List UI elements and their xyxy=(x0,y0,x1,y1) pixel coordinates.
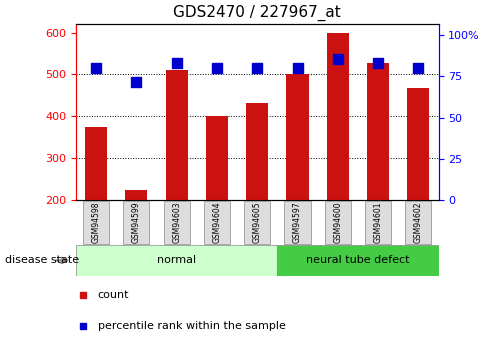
Point xyxy=(294,66,301,71)
FancyBboxPatch shape xyxy=(83,201,109,244)
Point xyxy=(253,66,261,71)
FancyBboxPatch shape xyxy=(204,201,230,244)
Text: GSM94599: GSM94599 xyxy=(132,202,141,243)
Bar xyxy=(206,116,228,200)
Bar xyxy=(287,73,309,200)
FancyBboxPatch shape xyxy=(284,201,311,244)
Point xyxy=(132,79,140,85)
Point xyxy=(415,66,422,71)
Point xyxy=(173,60,181,66)
Bar xyxy=(85,127,107,200)
Point xyxy=(92,66,100,71)
Text: GSM94602: GSM94602 xyxy=(414,202,423,243)
Text: GSM94600: GSM94600 xyxy=(333,202,343,243)
Text: GSM94597: GSM94597 xyxy=(293,202,302,243)
Text: percentile rank within the sample: percentile rank within the sample xyxy=(98,321,286,331)
Text: GSM94603: GSM94603 xyxy=(172,202,181,243)
FancyBboxPatch shape xyxy=(365,201,391,244)
Bar xyxy=(125,190,147,200)
Text: GSM94604: GSM94604 xyxy=(213,202,221,243)
Bar xyxy=(407,88,430,200)
Bar xyxy=(327,32,349,200)
Bar xyxy=(246,103,269,200)
FancyBboxPatch shape xyxy=(277,245,439,276)
Text: count: count xyxy=(98,290,129,300)
Title: GDS2470 / 227967_at: GDS2470 / 227967_at xyxy=(173,5,341,21)
Text: GSM94601: GSM94601 xyxy=(373,202,383,243)
FancyBboxPatch shape xyxy=(325,201,351,244)
Point xyxy=(334,57,342,62)
FancyBboxPatch shape xyxy=(76,245,277,276)
Text: disease state: disease state xyxy=(5,256,79,265)
Text: neural tube defect: neural tube defect xyxy=(306,256,410,265)
Text: GSM94605: GSM94605 xyxy=(253,202,262,243)
FancyBboxPatch shape xyxy=(405,201,432,244)
Bar xyxy=(367,63,389,200)
Bar xyxy=(166,70,188,200)
Text: normal: normal xyxy=(157,256,196,265)
FancyBboxPatch shape xyxy=(244,201,270,244)
Point xyxy=(374,60,382,66)
Point xyxy=(213,66,221,71)
FancyBboxPatch shape xyxy=(123,201,149,244)
FancyBboxPatch shape xyxy=(164,201,190,244)
Text: GSM94598: GSM94598 xyxy=(92,202,100,243)
